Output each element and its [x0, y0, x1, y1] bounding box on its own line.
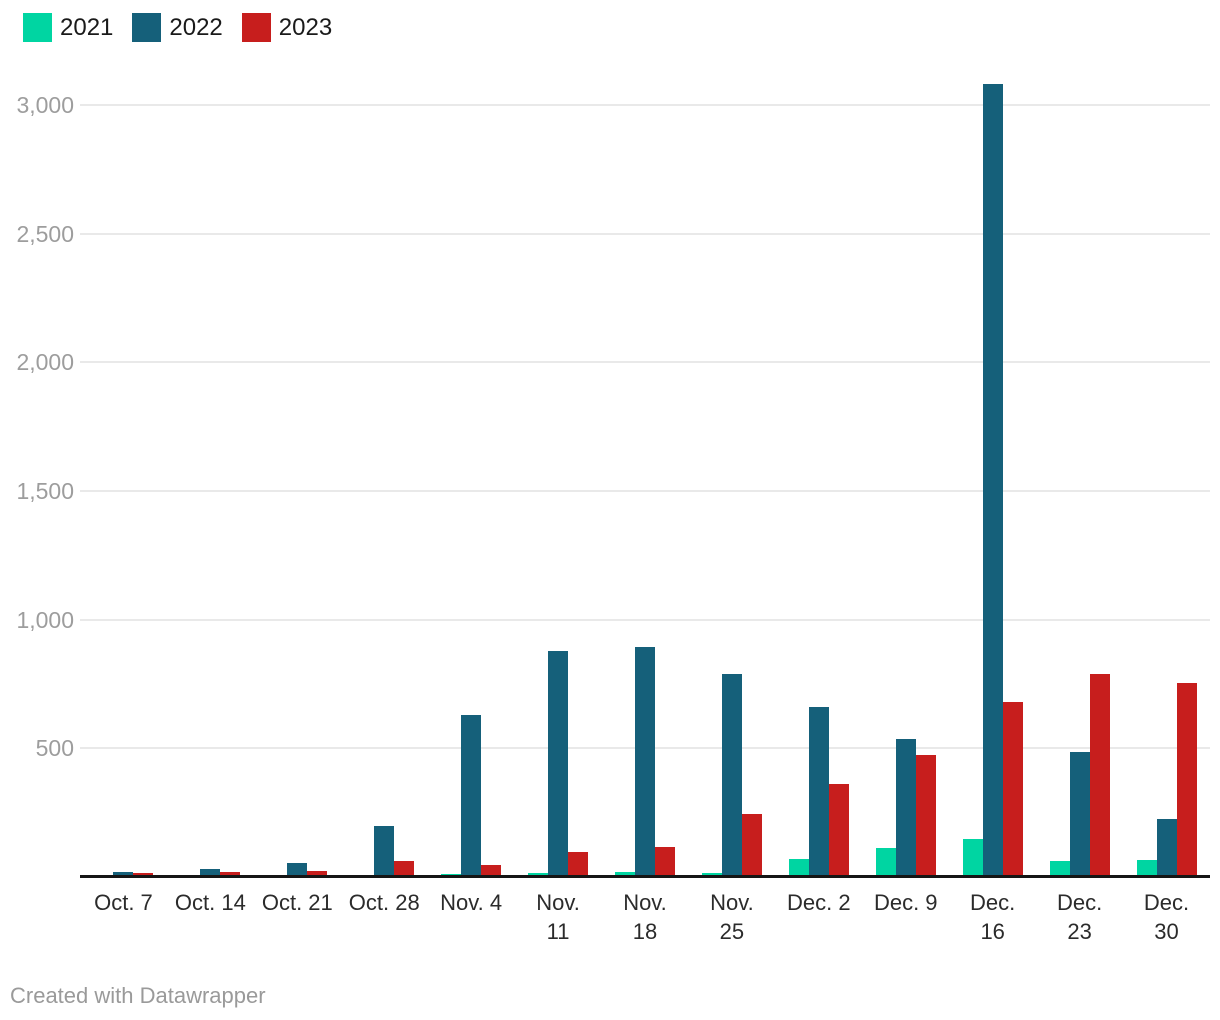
y-axis-tick-label: 500: [35, 735, 74, 762]
bar-2023: [394, 860, 415, 877]
bar-group-nov-25: [688, 60, 775, 877]
bar-2022: [287, 863, 308, 877]
bar-group-nov-4: [428, 60, 515, 877]
x-axis-tick-label: Dec. 30: [1143, 890, 1190, 944]
bar-group-oct-14: [167, 60, 254, 877]
bar-group-dec-23: [1036, 60, 1123, 877]
bar-2021: [1049, 860, 1070, 877]
bar-group-dec-30: [1123, 60, 1210, 877]
bar-2023: [220, 872, 241, 877]
bar-2023: [828, 784, 849, 877]
legend-label: 2021: [60, 14, 114, 41]
legend: 2021 2022 2023: [23, 13, 332, 42]
bar-2023: [568, 852, 589, 877]
bar-group-dec-16: [949, 60, 1036, 877]
bar-2021: [875, 847, 896, 877]
legend-swatch-icon: [241, 13, 271, 42]
x-axis-tick-label: Nov. 11: [536, 890, 580, 944]
y-axis-tick-label: 1,000: [16, 606, 74, 633]
bar-2022: [1069, 751, 1090, 877]
bar-2021: [1136, 860, 1157, 877]
x-axis: Oct. 7 Oct. 14 Oct. 21 Oct. 28 Nov. 4 Nov. 11…: [80, 888, 1210, 946]
legend-item-2022: 2022: [132, 13, 223, 42]
y-axis-tick-label: 2,000: [16, 349, 74, 376]
bar-2023: [915, 755, 936, 877]
gridline: [80, 490, 1210, 492]
bar-2022: [200, 869, 221, 877]
bar-group-oct-7: [80, 60, 167, 877]
legend-item-2021: 2021: [23, 13, 113, 42]
bar-2023: [307, 871, 328, 877]
bar-2023: [654, 846, 675, 877]
legend-swatch-icon: [23, 13, 52, 42]
x-axis-tick-label: Nov. 18: [623, 890, 667, 944]
bar-2022: [808, 706, 829, 877]
bar-group-oct-21: [254, 60, 341, 877]
x-axis-tick-label: Nov. 25: [710, 890, 754, 944]
y-axis-tick-label: 2,500: [16, 220, 74, 247]
x-axis-tick-label: Dec. 9: [873, 890, 938, 915]
x-axis-tick-label: Dec. 2: [787, 890, 851, 915]
x-axis-tick-label: Nov. 4: [440, 890, 503, 915]
bar-group-nov-18: [602, 60, 689, 877]
bar-2023: [1176, 682, 1197, 877]
x-axis-line: [80, 875, 1210, 878]
bar-group-dec-2: [775, 60, 862, 877]
bar-2021: [788, 859, 809, 877]
bar-2021: [962, 838, 983, 877]
bar-2022: [1156, 819, 1177, 877]
x-axis-tick-label: Oct. 7: [94, 890, 153, 915]
x-axis-tick-label: Oct. 28: [348, 890, 420, 915]
bar-2022: [374, 825, 395, 877]
bar-group-oct-28: [341, 60, 428, 877]
x-axis-tick-label: Dec. 23: [1056, 890, 1103, 944]
bar-2022: [634, 647, 655, 877]
bar-2022: [895, 738, 916, 877]
y-axis-tick-label: 3,000: [16, 92, 74, 118]
plot-area: [80, 60, 1210, 877]
x-axis-tick-label: Oct. 21: [261, 890, 333, 915]
bar-group-dec-9: [862, 60, 949, 877]
bar-2022: [461, 714, 482, 877]
x-axis-tick-label: Dec. 16: [970, 890, 1016, 944]
datawrapper-attribution-link[interactable]: Created with Datawrapper: [10, 983, 266, 1008]
legend-swatch-icon: [132, 13, 162, 42]
gridline: [80, 618, 1210, 621]
bar-2022: [113, 871, 134, 877]
x-axis-tick-label: Oct. 14: [174, 890, 246, 915]
gridline: [80, 361, 1210, 364]
y-axis-tick-label: 1,500: [16, 478, 74, 504]
legend-label: 2023: [278, 14, 333, 41]
bar-2022: [721, 673, 742, 877]
bar-2021: [614, 872, 635, 877]
bar-2022: [982, 83, 1003, 877]
bar-group-nov-11: [515, 60, 602, 877]
bar-2023: [741, 813, 762, 877]
gridline: [80, 232, 1210, 235]
legend-item-2023: 2023: [241, 13, 333, 42]
bar-2023: [1002, 702, 1023, 877]
bar-2023: [1089, 673, 1110, 877]
legend-label: 2022: [169, 14, 223, 41]
bar-2022: [548, 650, 569, 877]
gridline: [80, 104, 1210, 106]
bar-2023: [481, 865, 502, 877]
